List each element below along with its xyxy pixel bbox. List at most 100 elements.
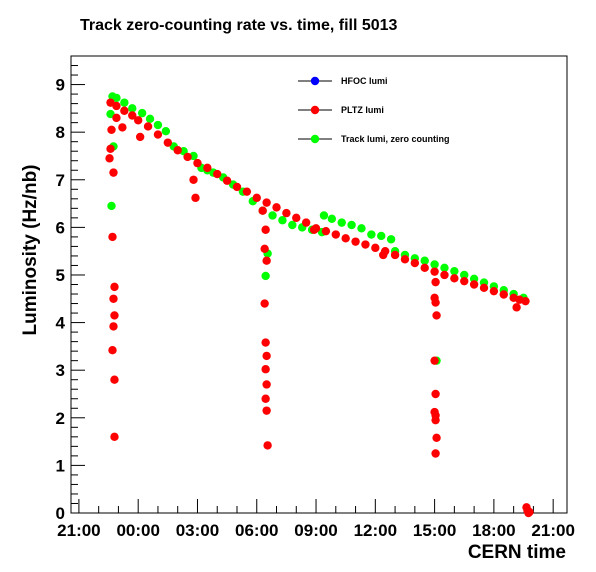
data-point: [319, 211, 329, 220]
x-tick-label: 15:00: [413, 521, 456, 540]
x-tick-label: 21:00: [57, 521, 100, 540]
y-tick-label: 1: [56, 456, 65, 475]
data-point: [357, 224, 366, 233]
data-point: [191, 193, 200, 203]
y-tick-label: 8: [56, 123, 65, 142]
data-point: [431, 298, 440, 307]
x-tick-label: 06:00: [235, 521, 278, 540]
chart-title: Track zero-counting rate vs. time, fill …: [80, 17, 398, 34]
y-tick-label: 5: [56, 266, 65, 285]
data-point: [128, 111, 137, 120]
data-point: [347, 220, 356, 230]
data-point: [460, 276, 469, 286]
series-layer: [105, 92, 534, 518]
data-point: [430, 356, 439, 365]
x-tick-label: 03:00: [176, 521, 219, 540]
data-point: [261, 394, 270, 403]
data-point: [430, 260, 439, 269]
x-tick-label: 09:00: [294, 521, 337, 540]
data-point: [341, 234, 350, 243]
data-point: [163, 138, 173, 147]
data-point: [268, 211, 277, 220]
data-point: [377, 231, 386, 241]
data-point: [524, 508, 533, 518]
data-point: [512, 303, 521, 312]
data-point: [105, 154, 114, 163]
data-point: [108, 345, 117, 355]
legend: HFOC lumi PLTZ lumi Track lumi, zero count…: [298, 76, 450, 144]
data-point: [262, 406, 271, 415]
data-point: [258, 206, 267, 215]
data-point: [379, 250, 388, 260]
data-point: [252, 193, 261, 203]
data-point: [420, 256, 429, 265]
data-point: [120, 98, 129, 107]
data-point: [261, 365, 270, 374]
data-point: [143, 122, 153, 131]
data-point: [153, 130, 163, 139]
legend-label: HFOC lumi: [341, 76, 388, 86]
data-point: [112, 101, 121, 111]
data-point: [371, 243, 380, 253]
legend-marker: [310, 76, 320, 86]
data-point: [110, 375, 119, 384]
y-tick-label: 6: [56, 218, 65, 237]
data-point: [420, 263, 429, 273]
data-point: [133, 116, 143, 125]
data-point: [173, 146, 182, 155]
y-axis: 0 1 2 3 4 5 6 7 8 9: [56, 55, 85, 523]
data-point: [288, 220, 297, 230]
data-point: [153, 120, 163, 130]
data-point: [112, 113, 121, 123]
data-point: [390, 250, 400, 260]
data-point: [109, 294, 118, 303]
data-point: [110, 311, 119, 320]
data-point: [479, 283, 489, 293]
legend-label: PLTZ lumi: [341, 105, 384, 115]
data-point: [261, 225, 270, 234]
data-point: [112, 93, 121, 103]
y-tick-label: 7: [56, 171, 65, 190]
y-tick-label: 4: [56, 314, 66, 333]
data-point: [128, 104, 137, 113]
x-axis: 21:00 00:00 03:00 06:00 09:00 12:00 15:00 18:00…: [57, 499, 575, 540]
data-point: [135, 132, 145, 142]
y-tick-label: 0: [56, 504, 65, 523]
data-point: [110, 432, 119, 442]
data-point: [469, 280, 479, 289]
legend-marker: [310, 105, 320, 115]
x-tick-label: 12:00: [354, 521, 397, 540]
data-point: [120, 106, 129, 115]
y-tick-label: 2: [56, 409, 65, 428]
x-tick-label: 00:00: [116, 521, 159, 540]
data-point: [521, 296, 530, 306]
data-point: [222, 176, 232, 185]
data-point: [262, 256, 271, 265]
data-point: [107, 125, 116, 134]
data-point: [242, 187, 252, 196]
data-point: [203, 163, 212, 173]
data-point: [431, 415, 440, 425]
data-point: [301, 218, 311, 227]
data-point: [431, 277, 440, 287]
data-point: [499, 290, 508, 299]
legend-label: Track lumi, zero counting: [341, 134, 450, 144]
data-point: [106, 144, 115, 154]
data-point: [109, 322, 118, 331]
data-point: [183, 152, 192, 162]
data-point: [337, 218, 346, 227]
data-point: [161, 127, 171, 136]
data-point: [262, 351, 271, 361]
x-tick-label: 18:00: [472, 521, 515, 540]
data-point: [272, 203, 281, 212]
data-point: [309, 225, 319, 234]
data-point: [431, 389, 440, 399]
data-point: [261, 271, 270, 281]
data-point: [109, 168, 118, 177]
data-point: [386, 235, 396, 244]
data-point: [145, 114, 155, 124]
data-point: [431, 449, 440, 458]
data-point: [110, 282, 119, 292]
data-point: [367, 230, 376, 239]
